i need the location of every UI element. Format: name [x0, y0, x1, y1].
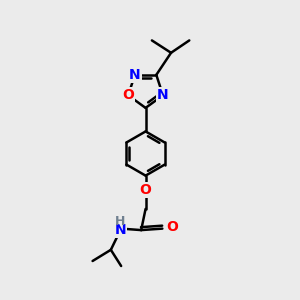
Text: N: N	[157, 88, 169, 102]
Text: H: H	[116, 215, 126, 228]
Text: O: O	[140, 183, 152, 197]
Text: O: O	[166, 220, 178, 234]
Text: O: O	[122, 88, 134, 102]
Text: N: N	[115, 224, 126, 237]
Text: N: N	[129, 68, 141, 82]
